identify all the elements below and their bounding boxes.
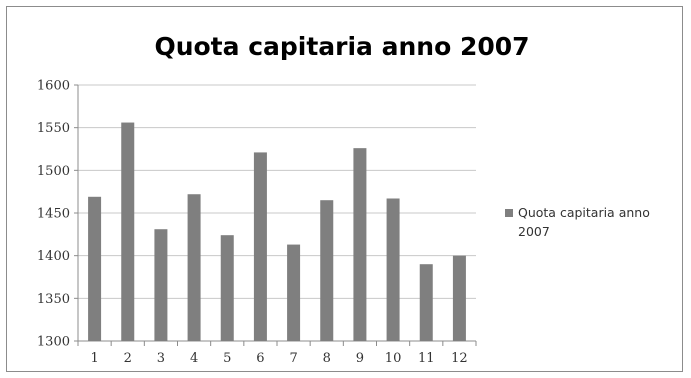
legend: Quota capitaria anno 2007 bbox=[505, 205, 650, 239]
x-tick-label: 11 bbox=[418, 351, 435, 366]
y-tick-label: 1300 bbox=[37, 335, 70, 350]
x-tick-label: 3 bbox=[157, 351, 165, 366]
y-tick-label: 1450 bbox=[37, 207, 70, 222]
chart-title: Quota capitaria anno 2007 bbox=[154, 32, 529, 61]
x-tick-label: 6 bbox=[256, 351, 264, 366]
y-tick-label: 1500 bbox=[37, 164, 70, 179]
x-tick-label: 9 bbox=[356, 351, 364, 366]
y-tick-label: 1600 bbox=[37, 79, 70, 94]
x-tick-label: 12 bbox=[451, 351, 468, 366]
bar-3 bbox=[154, 229, 168, 341]
x-tick-label: 10 bbox=[385, 351, 402, 366]
y-tick-label: 1550 bbox=[37, 121, 70, 136]
bar-2 bbox=[121, 122, 135, 342]
bar-6 bbox=[253, 152, 267, 341]
x-tick-labels: 1 2 3 4 5 6 7 8 9 10 11 12 bbox=[90, 351, 467, 366]
x-tick-label: 4 bbox=[190, 351, 198, 366]
bar-4 bbox=[187, 194, 201, 341]
x-tick-label: 2 bbox=[124, 351, 132, 366]
x-tick-label: 7 bbox=[289, 351, 297, 366]
legend-swatch bbox=[505, 209, 513, 217]
chart-frame bbox=[6, 6, 683, 372]
bar-1 bbox=[88, 196, 102, 341]
bar-11 bbox=[419, 264, 433, 341]
legend-label-line-2: 2007 bbox=[518, 224, 550, 239]
bar-8 bbox=[320, 200, 334, 341]
y-tick-label: 1400 bbox=[37, 249, 70, 264]
x-tick-label: 8 bbox=[323, 351, 331, 366]
bar-5 bbox=[220, 235, 234, 341]
axes bbox=[74, 84, 477, 346]
gridlines bbox=[78, 84, 476, 299]
bar-9 bbox=[353, 148, 367, 341]
x-tick-label: 5 bbox=[223, 351, 231, 366]
y-tick-label: 1350 bbox=[37, 292, 70, 307]
bars bbox=[88, 122, 466, 342]
bar-12 bbox=[452, 255, 466, 341]
bar-10 bbox=[386, 198, 400, 341]
y-tick-labels: 1300 1350 1400 1450 1500 1550 1600 bbox=[37, 79, 70, 350]
x-tick-label: 1 bbox=[90, 351, 98, 366]
legend-label-line-1: Quota capitaria anno bbox=[518, 205, 650, 220]
bar-7 bbox=[287, 244, 301, 341]
